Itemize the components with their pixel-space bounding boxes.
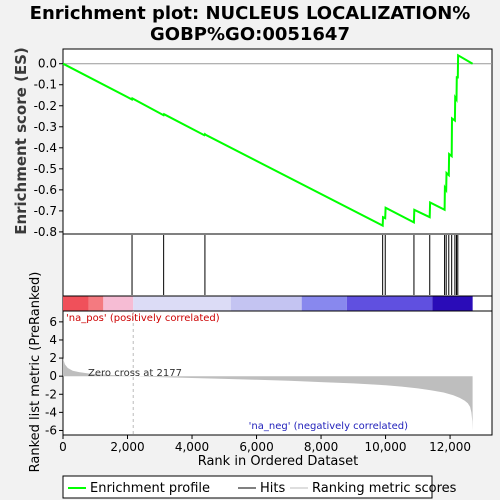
metric-x-axis-ticks: 0 2,000 4,000 6,000 8,000 10,000 12,000 [59,435,471,454]
metric-y-tick-label: 0 [49,369,57,383]
es-line-layer [62,53,474,228]
metric-y-tick-label: -2 [45,387,57,401]
es-y-tick-label: -0.8 [34,225,57,239]
metric-y-axis-ticks: 6 4 2 0 -2 -4 -6 [45,315,63,437]
es-y-axis-label: Enrichment score (ES) [12,47,30,235]
legend-box [62,475,433,499]
color-bar-segment [63,296,89,311]
es-y-tick-label: -0.6 [34,183,57,197]
metric-y-tick-label: -6 [45,423,57,437]
pos-correlated-label: 'na_pos' (positively correlated) [66,313,220,324]
es-y-tick-label: -0.1 [34,78,57,92]
es-y-tick-label: -0.5 [34,162,57,176]
enrichment-profile-line [62,53,474,228]
legend-label: Ranking metric scores [312,481,457,496]
metric-y-tick-label: 4 [49,333,57,347]
metric-y-tick-label: 6 [49,315,57,329]
x-tick-label: 6,000 [239,440,273,454]
x-tick-label: 12,000 [429,440,471,454]
color-bar-segment [88,296,104,311]
chart-title-line-2: GOBP%GO:0051647 [150,24,350,45]
color-bar-segment [301,296,347,311]
metric-y-tick-label: 2 [49,351,57,365]
ranked-metric-fill [63,358,473,431]
es-y-tick-label: -0.3 [34,120,57,134]
main-panel-frame [62,48,493,312]
x-tick-label: 2,000 [110,440,144,454]
x-tick-label: 0 [59,440,67,454]
x-tick-label: 10,000 [365,440,407,454]
es-y-tick-label: -0.4 [34,141,57,155]
metric-panel-frame [62,310,493,436]
chart-title-line-1: Enrichment plot: NUCLEUS LOCALIZATION% [30,3,471,24]
legend-label: Hits [260,481,285,496]
ranked-metric-area [63,311,473,435]
legend-label: Enrichment profile [90,481,210,496]
color-bar-segment [133,296,231,311]
es-y-axis-ticks: 0.0 -0.1 -0.2 -0.3 -0.4 -0.5 -0.6 -0.7 -0.8 [34,57,63,239]
zero-cross-label: Zero cross at 2177 [88,368,182,379]
metric-y-axis-label: Ranked list metric (PreRanked) [28,272,43,473]
hits-layer [131,235,459,295]
es-y-tick-label: -0.2 [34,99,57,113]
x-tick-label: 8,000 [304,440,338,454]
color-bar-segment [346,296,433,311]
metric-y-tick-label: -4 [45,405,57,419]
legend: Enrichment profile Hits Ranking metric sco… [68,481,457,496]
es-y-tick-label: -0.7 [34,204,57,218]
x-axis-label: Rank in Ordered Dataset [198,454,359,469]
neg-correlated-label: 'na_neg' (negatively correlated) [249,421,408,432]
color-bar-segment [230,296,302,311]
es-y-tick-label: 0.0 [38,57,57,71]
x-tick-label: 4,000 [175,440,209,454]
color-bar-segment [103,296,134,311]
color-bar-segment [432,296,473,311]
rank-color-bar [63,295,492,311]
